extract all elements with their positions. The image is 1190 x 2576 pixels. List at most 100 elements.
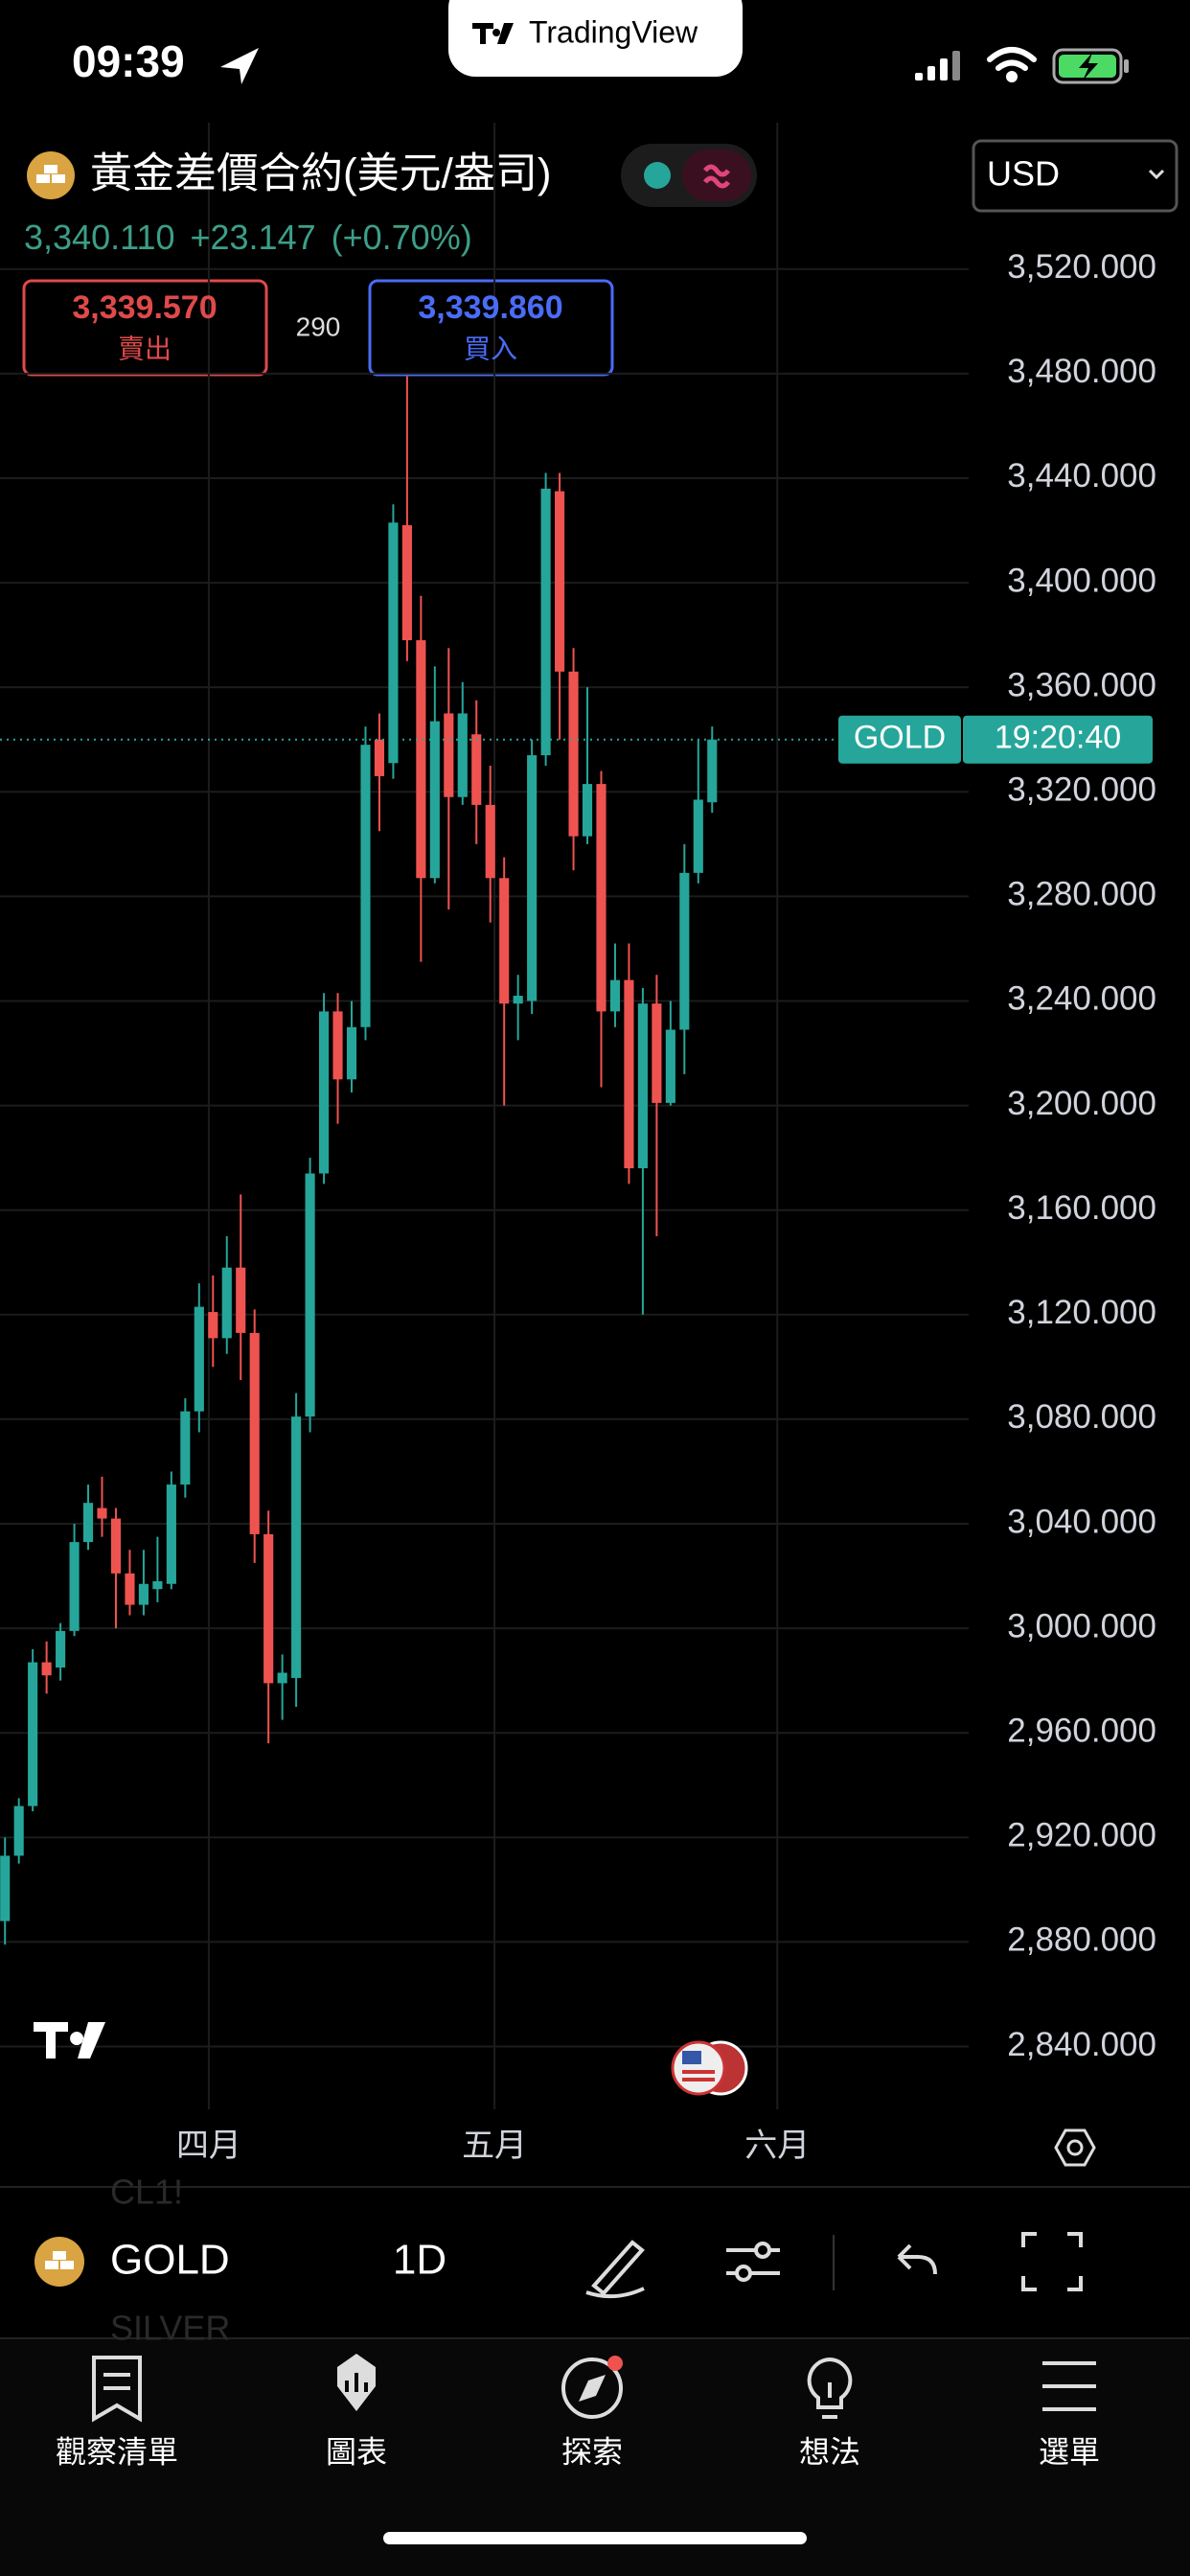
candle-body	[624, 979, 634, 1169]
symbol-name: 黃金差價合約(美元/盎司)	[90, 150, 552, 197]
price-row: 3,340.110 +23.147 (+0.70%)	[24, 218, 472, 257]
candle-body	[194, 1306, 204, 1412]
tv-watermark	[34, 2022, 105, 2058]
tab-label[interactable]: 探索	[561, 2434, 623, 2469]
undo-tool[interactable]	[897, 2243, 937, 2275]
candle-body	[374, 739, 385, 776]
y-tick-label: 3,280.000	[1007, 876, 1156, 913]
candle-body	[82, 1503, 94, 1543]
tab-label[interactable]: 選單	[1039, 2434, 1100, 2469]
y-tick-label: 3,520.000	[1007, 248, 1156, 286]
candle-body	[540, 488, 551, 756]
candle-body	[166, 1484, 176, 1584]
candle-body	[291, 1416, 302, 1678]
fullscreen-tool[interactable]	[1021, 2232, 1083, 2291]
event-icon[interactable]	[671, 2040, 748, 2096]
candle-body	[429, 721, 440, 879]
candle-body	[97, 1507, 107, 1519]
sell-price: 3,339.570	[72, 289, 217, 326]
y-tick-label: 3,200.000	[1007, 1085, 1156, 1122]
candle-body	[652, 1003, 662, 1103]
tab-icon	[1042, 2361, 1096, 2411]
tab-label[interactable]: 想法	[799, 2434, 860, 2469]
draw-tool[interactable]	[585, 2240, 645, 2299]
toggle-active	[682, 150, 751, 201]
candle-body	[401, 525, 412, 641]
candle-body	[527, 755, 538, 1001]
x-tick-label: 五月	[462, 2128, 527, 2164]
countdown: 19:20:40	[995, 720, 1121, 756]
price-badge-symbol: GOLD	[854, 720, 946, 756]
candle-body	[707, 739, 718, 803]
brand-pill[interactable]	[448, 0, 743, 77]
candle-body	[138, 1583, 149, 1605]
brand-logo	[472, 23, 514, 44]
candle-body	[41, 1662, 52, 1676]
candle-body	[208, 1312, 218, 1339]
candle-body	[305, 1173, 315, 1417]
signal-icon	[915, 51, 960, 80]
y-tick-label: 3,040.000	[1007, 1503, 1156, 1540]
y-tick-label: 3,440.000	[1007, 457, 1156, 494]
candle-body	[249, 1332, 260, 1534]
candle-body	[332, 1011, 343, 1080]
candle-body	[637, 1003, 648, 1169]
buy-label: 買入	[464, 334, 517, 363]
price-change-pct: (+0.70%)	[332, 218, 472, 257]
y-tick-label: 3,240.000	[1007, 980, 1156, 1018]
candle-body	[679, 872, 690, 1030]
candle-body	[346, 1026, 357, 1080]
brand-name: TradingView	[529, 14, 698, 49]
interval[interactable]: 1D	[393, 2237, 446, 2284]
candle-body	[665, 1029, 675, 1103]
y-tick-label: 2,920.000	[1007, 1817, 1156, 1854]
candle-body	[360, 745, 371, 1027]
candle-body	[28, 1662, 38, 1806]
candle-body	[471, 734, 482, 805]
x-tick-label: 六月	[744, 2128, 810, 2164]
approx-icon	[703, 164, 730, 189]
y-tick-label: 3,080.000	[1007, 1398, 1156, 1436]
sell-label: 賣出	[118, 334, 172, 363]
buy-price: 3,339.860	[418, 289, 562, 326]
y-tick-label: 3,320.000	[1007, 771, 1156, 809]
toolbar-symbol-icon	[34, 2237, 84, 2287]
buy-button[interactable]	[368, 279, 614, 377]
candle-body	[609, 979, 621, 1012]
y-tick-label: 3,120.000	[1007, 1294, 1156, 1331]
sell-button[interactable]	[22, 279, 268, 377]
price-change: +23.147	[190, 218, 315, 257]
price-badge	[838, 715, 961, 764]
tab-icon	[92, 2356, 142, 2423]
candle-body	[236, 1267, 246, 1333]
candle-body	[457, 713, 468, 797]
candle-body	[13, 1806, 24, 1856]
settings-icon[interactable]	[1054, 2128, 1096, 2167]
y-tick-label: 2,840.000	[1007, 2026, 1156, 2063]
countdown-badge	[963, 715, 1153, 764]
currency-select[interactable]	[972, 139, 1179, 213]
battery-icon	[1052, 48, 1129, 84]
indicators-tool[interactable]	[726, 2242, 780, 2282]
candle-body	[152, 1581, 163, 1590]
tab-label[interactable]: 圖表	[326, 2434, 387, 2469]
last-price: 3,340.110	[24, 218, 174, 257]
watchlist-ghost: CL1!	[110, 2173, 183, 2212]
tab-icon	[579, 2375, 606, 2402]
candle-body	[69, 1542, 80, 1631]
toggle-dot	[644, 162, 671, 189]
wifi-icon	[987, 47, 1037, 82]
tab-label[interactable]: 觀察清單	[56, 2434, 178, 2469]
y-tick-label: 3,000.000	[1007, 1607, 1156, 1644]
tab-icon	[807, 2358, 853, 2419]
candle-body	[221, 1267, 232, 1339]
symbol-icon	[27, 151, 75, 199]
candle-body	[0, 1855, 11, 1921]
chevron	[1148, 169, 1165, 180]
toolbar-symbol[interactable]: GOLD	[110, 2237, 230, 2284]
y-tick-label: 3,160.000	[1007, 1189, 1156, 1227]
notification-dot	[607, 2356, 623, 2371]
status-time: 09:39	[72, 36, 185, 86]
